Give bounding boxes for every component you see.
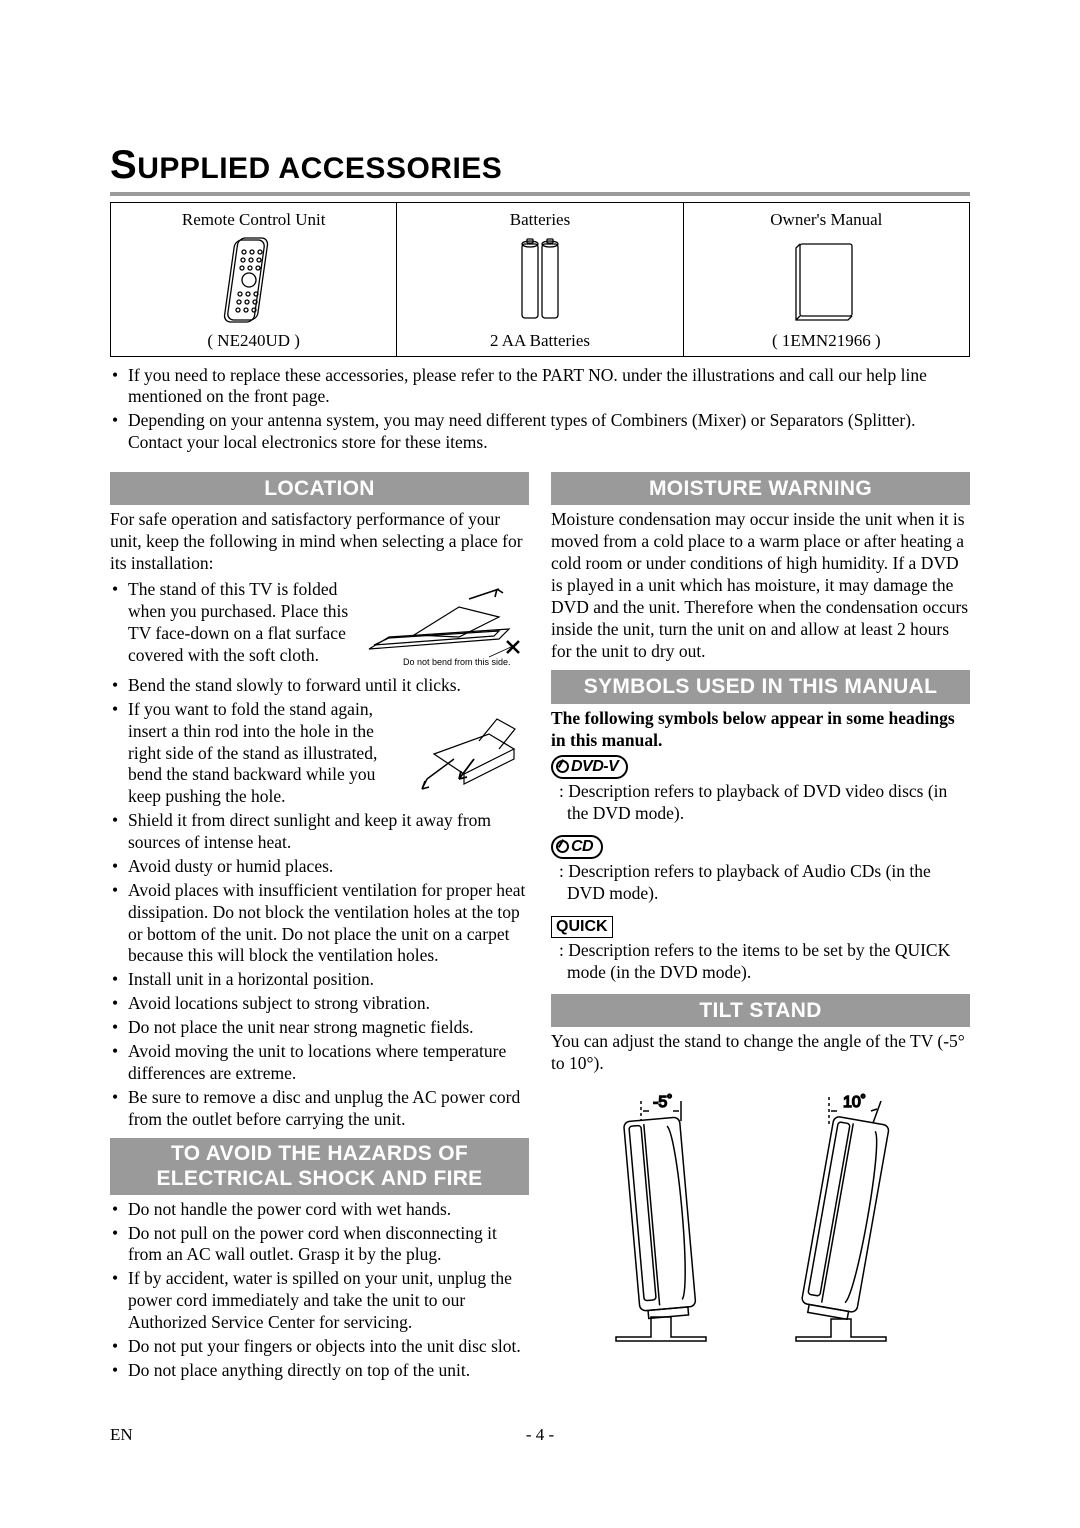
symbol-desc: : Description refers to playback of Audi… [567, 861, 970, 905]
tilt-text: You can adjust the stand to change the a… [551, 1031, 970, 1075]
moisture-text: Moisture condensation may occur inside t… [551, 509, 970, 662]
left-column: LOCATION For safe operation and satisfac… [110, 464, 529, 1384]
hazards-list: Do not handle the power cord with wet ha… [110, 1199, 529, 1382]
location-list: Do not bend from this side. The stand of… [110, 579, 529, 1131]
list-item: Do not place the unit near strong magnet… [128, 1017, 529, 1039]
symbol-desc: : Description refers to the items to be … [567, 940, 970, 984]
list-text: If you want to fold the stand again, ins… [128, 699, 377, 807]
footer-left: EN [110, 1424, 133, 1445]
list-item: Bend the stand slowly to forward until i… [128, 675, 529, 697]
list-item: Avoid places with insufficient ventilati… [128, 880, 529, 968]
symbols-intro: The following symbols below appear in so… [551, 708, 970, 752]
tv-fold-rod-icon [419, 699, 529, 799]
remote-icon [219, 234, 289, 326]
batteries-icon [510, 234, 570, 326]
list-item: Install unit in a horizontal position. [128, 969, 529, 991]
head-line: TO AVOID THE HAZARDS OF [171, 1142, 468, 1165]
location-intro: For safe operation and satisfactory perf… [110, 509, 529, 575]
list-item: Avoid locations subject to strong vibrat… [128, 993, 529, 1015]
accessory-part: ( NE240UD ) [115, 330, 392, 351]
tilt-right-label: 10˚ [843, 1094, 866, 1111]
list-item: Avoid dusty or humid places. [128, 856, 529, 878]
accessories-table: Remote Control Unit ( NE240UD ) Batterie… [110, 202, 970, 357]
page-title: SUPPLIED ACCESSORIES [110, 140, 970, 196]
title-rest: UPPLIED ACCESSORIES [137, 152, 502, 185]
section-head-hazards: TO AVOID THE HAZARDS OF ELECTRICAL SHOCK… [110, 1138, 529, 1194]
right-column: MOISTURE WARNING Moisture condensation m… [551, 464, 970, 1384]
accessory-part: 2 AA Batteries [401, 330, 678, 351]
accessory-cell-remote: Remote Control Unit ( NE240UD ) [111, 203, 397, 357]
section-head-symbols: SYMBOLS USED IN THIS MANUAL [551, 670, 970, 703]
top-notes-list: If you need to replace these accessories… [110, 365, 970, 455]
list-item: Depending on your antenna system, you ma… [128, 410, 970, 454]
section-head-location: LOCATION [110, 472, 529, 505]
manual-icon [786, 234, 866, 326]
list-item: Be sure to remove a disc and unplug the … [128, 1087, 529, 1131]
page-footer: EN - 4 - [110, 1424, 970, 1445]
list-item: Do not handle the power cord with wet ha… [128, 1199, 529, 1221]
list-text: The stand of this TV is folded when you … [128, 579, 348, 665]
tilt-left-label: -5˚ [653, 1094, 673, 1111]
list-item: Do not pull on the power cord when disco… [128, 1223, 529, 1267]
section-head-tilt: TILT STAND [551, 994, 970, 1027]
accessory-label: Remote Control Unit [115, 209, 392, 230]
head-line: ELECTRICAL SHOCK AND FIRE [156, 1167, 482, 1190]
list-item: If by accident, water is spilled on your… [128, 1268, 529, 1334]
section-head-moisture: MOISTURE WARNING [551, 472, 970, 505]
list-item: If you want to fold the stand again, ins… [128, 699, 529, 808]
list-item: Do not bend from this side. The stand of… [128, 579, 529, 673]
quick-badge-icon: QUICK [551, 916, 613, 938]
tilt-stand-diagram: -5˚ 10˚ [581, 1079, 941, 1379]
tv-fold-up-icon: Do not bend from this side. [359, 579, 529, 669]
list-item: If you need to replace these accessories… [128, 365, 970, 409]
cd-badge-icon: CD [551, 835, 603, 859]
title-cap: S [110, 143, 137, 187]
list-item: Avoid moving the unit to locations where… [128, 1041, 529, 1085]
list-item: Do not place anything directly on top of… [128, 1360, 529, 1382]
list-item: Do not put your fingers or objects into … [128, 1336, 529, 1358]
accessory-part: ( 1EMN21966 ) [688, 330, 965, 351]
list-item: Shield it from direct sunlight and keep … [128, 810, 529, 854]
footer-page-number: - 4 - [526, 1424, 554, 1445]
dvd-v-badge-icon: DVD-V [551, 755, 628, 779]
accessory-label: Batteries [401, 209, 678, 230]
fig-caption: Do not bend from this side. [403, 657, 511, 667]
symbol-desc: : Description refers to playback of DVD … [567, 781, 970, 825]
accessory-label: Owner's Manual [688, 209, 965, 230]
accessory-cell-manual: Owner's Manual ( 1EMN21966 ) [683, 203, 969, 357]
accessory-cell-batteries: Batteries 2 AA Batteries [397, 203, 683, 357]
